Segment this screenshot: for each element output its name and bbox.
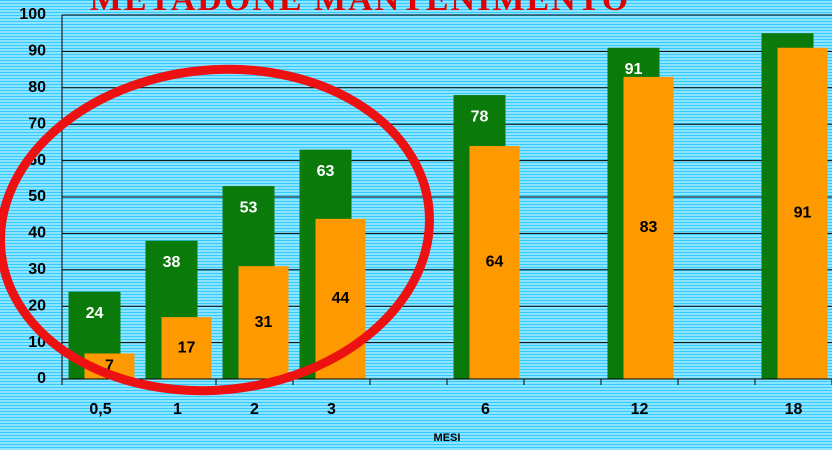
data-label: 64 [486,254,504,271]
y-tick-label: 70 [28,115,46,132]
data-label: 7 [105,357,114,374]
x-tick-label: 2 [250,401,259,418]
data-label: 17 [178,339,196,356]
data-label: 91 [794,205,812,222]
data-label: 78 [471,108,489,125]
y-tick-label: 80 [28,79,46,96]
y-tick-label: 90 [28,43,46,60]
x-tick-label: 18 [785,401,803,418]
y-tick-label: 40 [28,225,46,242]
plot: 01020304050607080901000,5247138172533136… [19,6,832,418]
data-label: 63 [317,163,335,180]
y-tick-label: 20 [28,297,46,314]
data-label: 53 [240,199,258,216]
data-label: 83 [640,219,658,236]
bar [469,146,520,379]
data-label: 38 [163,254,181,271]
y-tick-label: 30 [28,261,46,278]
bar [623,76,674,379]
data-label: 91 [625,61,643,78]
data-label: 31 [255,314,273,331]
bar [238,266,289,379]
x-tick-label: 3 [327,401,336,418]
y-tick-label: 100 [19,6,46,23]
chart-title: METADONE MANTENIMENTO [90,0,630,18]
x-tick-label: 12 [631,401,649,418]
bar [161,317,212,379]
bar [777,47,828,379]
data-label: 44 [332,290,350,307]
x-tick-label: 6 [481,401,490,418]
y-tick-label: 50 [28,188,46,205]
y-tick-label: 0 [37,370,46,387]
x-tick-label: 1 [173,401,182,418]
highlight-ellipse [0,64,434,396]
data-label: 24 [86,305,104,322]
x-tick-label: 0,5 [89,401,111,418]
x-axis-label: MESI [434,432,461,444]
